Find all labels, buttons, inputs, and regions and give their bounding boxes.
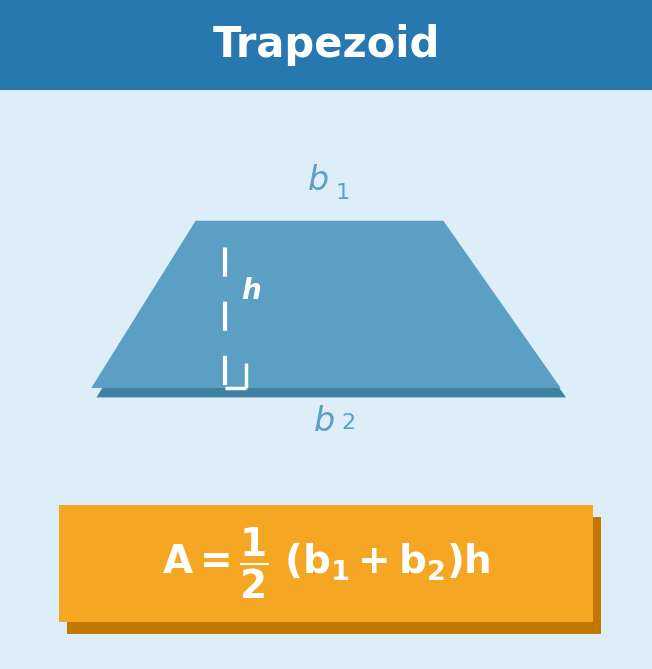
Text: h: h bbox=[241, 277, 261, 305]
Text: Trapezoid: Trapezoid bbox=[213, 24, 439, 66]
Text: 1: 1 bbox=[335, 183, 349, 203]
Text: b: b bbox=[314, 405, 335, 438]
Text: 2: 2 bbox=[342, 413, 356, 433]
Polygon shape bbox=[96, 230, 566, 397]
Text: b: b bbox=[308, 165, 329, 197]
Text: $\mathbf{A = \dfrac{1}{2}\ (b_1 + b_2)h}$: $\mathbf{A = \dfrac{1}{2}\ (b_1 + b_2)h}… bbox=[162, 526, 490, 601]
Bar bbox=[0, 0, 652, 90]
Polygon shape bbox=[91, 221, 561, 388]
Bar bbox=[59, 505, 593, 622]
Bar bbox=[67, 517, 601, 634]
